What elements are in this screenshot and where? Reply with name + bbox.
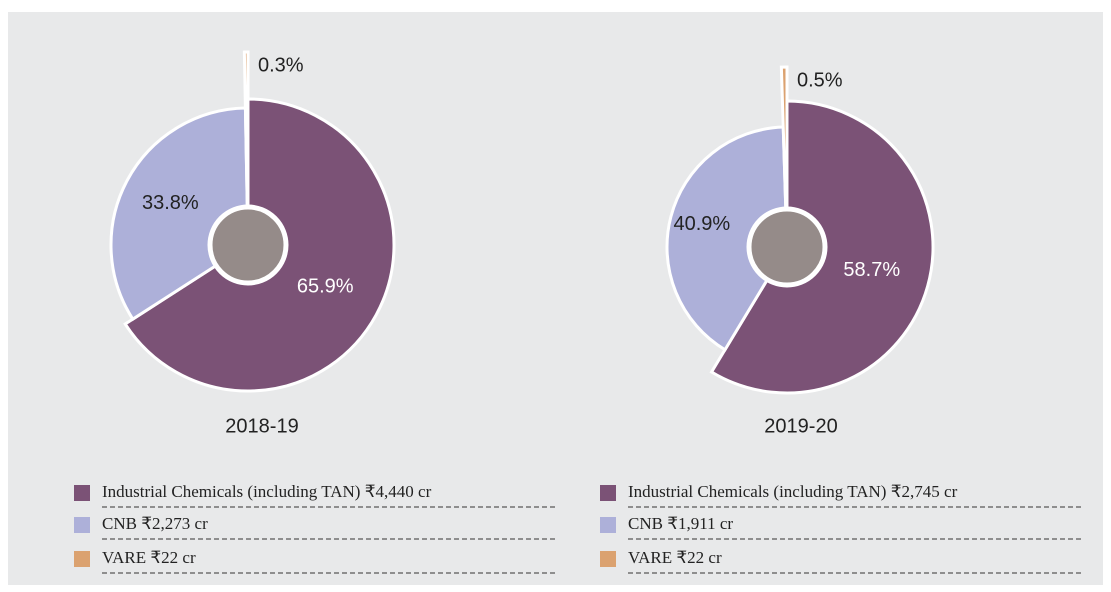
center-hole xyxy=(746,206,828,288)
legend-label: CNB ₹1,911 cr xyxy=(628,514,733,533)
legend-swatch xyxy=(74,485,90,501)
pie-title: 2019-20 xyxy=(764,415,837,437)
slice-label: 40.9% xyxy=(674,213,731,235)
legend-swatch xyxy=(74,551,90,567)
center-hole xyxy=(207,204,289,286)
legend-swatch xyxy=(600,551,616,567)
slice-label: 65.9% xyxy=(297,275,354,297)
slice-label: 33.8% xyxy=(142,192,199,214)
pie-slice xyxy=(665,125,789,352)
slice-label: 0.3% xyxy=(258,54,304,76)
slice-label: 0.5% xyxy=(797,69,843,91)
legend-label: VARE ₹22 cr xyxy=(102,548,196,567)
legend-label: VARE ₹22 cr xyxy=(628,548,722,567)
legend-label: CNB ₹2,273 cr xyxy=(102,514,208,533)
legend-label: Industrial Chemicals (including TAN) ₹4,… xyxy=(102,482,432,501)
legend-swatch xyxy=(600,485,616,501)
legend-swatch xyxy=(74,517,90,533)
pie-slice xyxy=(242,50,250,246)
legend-label: Industrial Chemicals (including TAN) ₹2,… xyxy=(628,482,958,501)
pie-title: 2018-19 xyxy=(225,415,298,437)
slice-label: 58.7% xyxy=(843,259,900,281)
legend-swatch xyxy=(600,517,616,533)
pie-slice xyxy=(779,65,789,248)
